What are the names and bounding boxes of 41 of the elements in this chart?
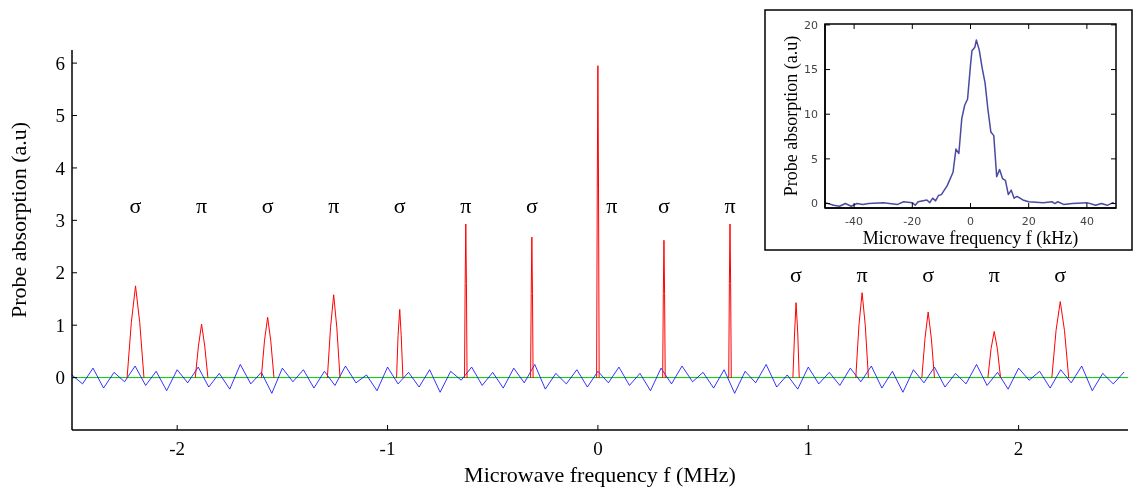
annotation: σ [261,192,274,218]
annotation: π [460,192,472,218]
y-tick-label: 20 [804,18,818,32]
annotation: σ [658,192,671,218]
y-tick-label: 5 [811,152,818,166]
y-tick-label: 2 [55,262,65,284]
y-axis-title: Probe absorption (a.u) [781,35,802,197]
y-tick-label: 3 [55,209,65,231]
annotation: σ [1054,261,1067,287]
y-tick-label: 1 [55,314,65,336]
annotation: π [856,261,868,287]
annotation: σ [790,261,803,287]
annotation: π [988,261,1000,287]
x-axis-title: Microwave frequency f (kHz) [862,228,1079,249]
y-tick-label: 0 [55,367,65,389]
annotation: σ [393,192,406,218]
annotation: σ [129,192,142,218]
y-tick-label: 6 [55,52,65,74]
y-tick-label: 15 [804,63,818,77]
annotation: σ [525,192,538,218]
x-tick-label: 40 [1079,215,1094,228]
annotation: σ [922,261,935,287]
x-tick-label: 20 [1021,215,1036,228]
x-axis-title: Microwave frequency f (MHz) [464,462,736,487]
y-tick-label: 4 [55,157,66,179]
annotation: π [196,192,208,218]
x-tick-label: 0 [967,215,974,228]
annotation: π [724,192,736,218]
x-tick-label: -2 [169,438,186,459]
x-tick-label: -20 [903,215,922,228]
y-axis-title: Probe absorption (a.u) [6,121,31,319]
annotation: π [606,192,618,218]
annotation: π [328,192,340,218]
x-tick-label: 0 [593,438,603,459]
y-tick-label: 10 [804,108,818,122]
y-tick-label: 0 [811,197,818,211]
y-tick-label: 5 [55,105,65,127]
line-series [71,364,1125,394]
x-tick-label: -40 [845,215,864,228]
x-tick-label: -1 [379,438,396,459]
x-tick-label: 2 [1013,438,1024,459]
